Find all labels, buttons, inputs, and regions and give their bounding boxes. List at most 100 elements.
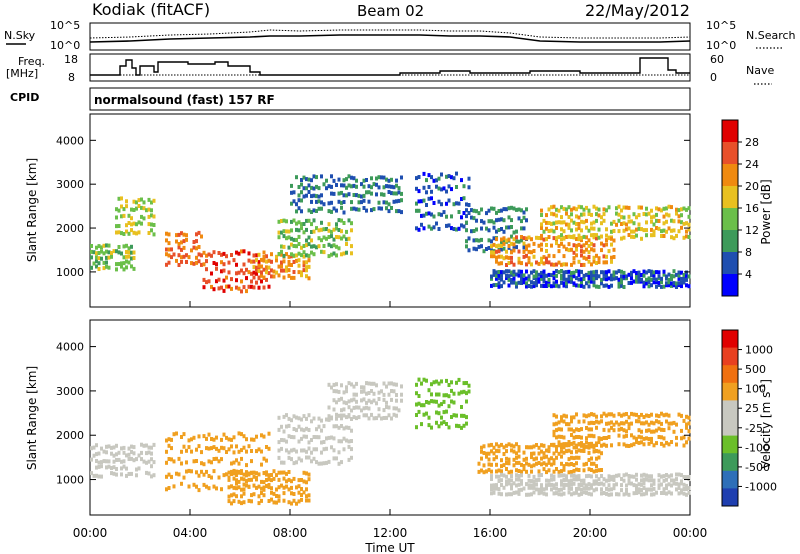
data-cell bbox=[282, 234, 286, 239]
data-cell bbox=[360, 194, 363, 199]
data-cell bbox=[687, 490, 691, 495]
data-cell bbox=[475, 238, 478, 243]
data-cell bbox=[562, 262, 566, 267]
ytick-label: 4000 bbox=[56, 134, 84, 147]
data-cell bbox=[470, 208, 473, 213]
data-cell bbox=[655, 277, 658, 282]
data-cell bbox=[330, 191, 333, 196]
data-cell bbox=[295, 501, 298, 506]
data-cell bbox=[545, 486, 548, 491]
data-cell bbox=[100, 446, 103, 451]
data-cell bbox=[647, 269, 651, 274]
data-cell bbox=[585, 241, 588, 245]
data-cell bbox=[430, 212, 433, 217]
data-cell bbox=[525, 207, 528, 212]
data-cell bbox=[305, 265, 308, 270]
data-cell bbox=[657, 485, 661, 490]
data-cell bbox=[617, 412, 621, 417]
data-cell bbox=[575, 283, 578, 288]
data-cell bbox=[685, 270, 688, 275]
data-cell bbox=[525, 244, 528, 249]
data-cell bbox=[557, 260, 561, 265]
data-cell bbox=[470, 229, 473, 234]
data-cell bbox=[262, 250, 266, 255]
data-cell bbox=[585, 414, 588, 419]
data-cell bbox=[587, 228, 591, 233]
data-cell bbox=[307, 455, 311, 460]
data-cell bbox=[245, 449, 248, 454]
data-cell bbox=[582, 486, 586, 491]
data-cell bbox=[590, 412, 593, 417]
data-cell bbox=[590, 444, 593, 449]
data-cell bbox=[332, 382, 336, 387]
data-cell bbox=[327, 209, 331, 214]
data-cell bbox=[492, 490, 496, 495]
data-cell bbox=[620, 426, 623, 431]
data-cell bbox=[192, 482, 196, 487]
data-cell bbox=[675, 281, 678, 286]
data-cell bbox=[600, 443, 603, 448]
freq-right-tick-bottom: 0 bbox=[710, 71, 717, 84]
data-cell bbox=[257, 484, 261, 489]
data-cell bbox=[677, 273, 681, 278]
data-cell bbox=[650, 208, 653, 213]
data-cell bbox=[577, 419, 581, 424]
cpid-label: CPID bbox=[10, 91, 39, 104]
freq-trace bbox=[90, 57, 690, 76]
data-cell bbox=[302, 470, 306, 475]
data-cell bbox=[680, 488, 683, 493]
data-cell bbox=[500, 284, 503, 289]
data-cell bbox=[400, 398, 403, 403]
data-cell bbox=[205, 259, 208, 264]
data-cell bbox=[620, 269, 623, 274]
data-cell bbox=[520, 219, 523, 224]
data-cell bbox=[312, 208, 316, 213]
data-cell bbox=[512, 262, 516, 267]
data-cell bbox=[142, 216, 146, 221]
data-cell bbox=[557, 249, 561, 254]
data-cell bbox=[612, 474, 616, 479]
data-cell bbox=[430, 175, 433, 180]
data-cell bbox=[517, 207, 521, 212]
data-cell bbox=[600, 491, 603, 496]
data-cell bbox=[305, 434, 308, 439]
data-cell bbox=[310, 419, 313, 424]
data-cell bbox=[395, 191, 398, 196]
data-cell bbox=[195, 447, 198, 452]
data-cell bbox=[515, 207, 518, 212]
data-cell bbox=[570, 262, 573, 267]
data-cell bbox=[332, 227, 336, 232]
data-cell bbox=[172, 432, 176, 437]
data-cell bbox=[610, 221, 613, 226]
data-cell bbox=[522, 457, 526, 462]
data-cell bbox=[645, 436, 648, 441]
data-cell bbox=[280, 446, 283, 451]
data-cell bbox=[500, 208, 503, 213]
data-cell bbox=[632, 235, 636, 239]
data-cell bbox=[590, 247, 593, 252]
data-cell bbox=[290, 491, 293, 496]
data-cell bbox=[250, 459, 253, 464]
data-cell bbox=[507, 225, 511, 230]
data-cell bbox=[500, 472, 503, 477]
colorbar-step bbox=[722, 252, 738, 275]
data-cell bbox=[317, 461, 321, 466]
data-cell bbox=[300, 458, 303, 463]
data-cell bbox=[535, 461, 538, 466]
data-cell bbox=[300, 226, 303, 231]
data-cell bbox=[467, 383, 471, 388]
data-cell bbox=[565, 262, 568, 267]
data-cell bbox=[345, 401, 348, 406]
data-cell bbox=[95, 459, 98, 463]
data-cell bbox=[115, 458, 118, 462]
data-cell bbox=[657, 435, 661, 439]
data-cell bbox=[672, 481, 676, 486]
data-cell bbox=[540, 233, 543, 238]
data-cell bbox=[352, 397, 356, 402]
data-cell bbox=[527, 478, 531, 483]
data-cell bbox=[550, 456, 553, 461]
data-cell bbox=[542, 487, 546, 492]
data-cell bbox=[350, 417, 353, 421]
data-cell bbox=[95, 465, 98, 470]
data-cell bbox=[502, 473, 506, 478]
